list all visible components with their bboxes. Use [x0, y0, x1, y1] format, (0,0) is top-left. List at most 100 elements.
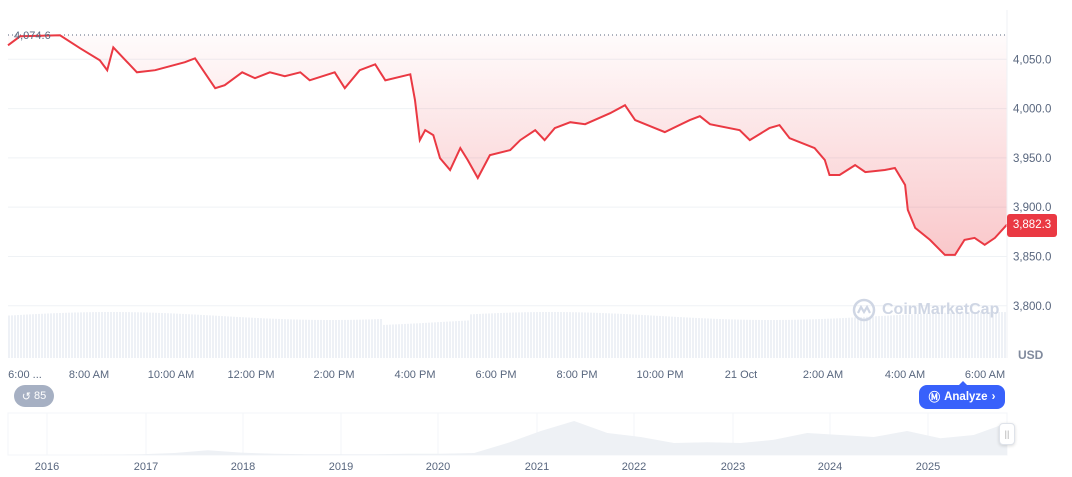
volume-bar	[365, 319, 367, 358]
volume-bar	[851, 317, 853, 358]
history-button[interactable]: ↺ 85	[14, 385, 54, 407]
volume-bar	[767, 319, 769, 358]
navigator-year-label: 2016	[35, 461, 59, 473]
volume-bar	[353, 319, 355, 358]
volume-bar	[515, 312, 517, 358]
volume-bar	[920, 313, 922, 358]
volume-bar	[131, 312, 133, 358]
volume-bar	[584, 312, 586, 358]
volume-bar	[326, 319, 328, 358]
volume-bar	[890, 315, 892, 358]
navigator-handle[interactable]: ||	[999, 423, 1015, 445]
volume-bar	[656, 315, 658, 358]
volume-bar	[992, 312, 994, 358]
volume-bar	[728, 319, 730, 358]
volume-bar	[332, 319, 334, 358]
volume-bar	[128, 312, 130, 358]
volume-bar	[809, 319, 811, 358]
y-tick-label: 4,000.0	[1013, 104, 1051, 116]
volume-bar	[527, 312, 529, 358]
volume-bar	[209, 315, 211, 358]
volume-bar	[701, 318, 703, 358]
volume-bar	[491, 313, 493, 358]
volume-bar	[185, 314, 187, 358]
volume-bar	[764, 319, 766, 358]
volume-bar	[59, 313, 61, 358]
volume-bar	[305, 319, 307, 358]
x-tick-label: 4:00 PM	[395, 369, 436, 381]
volume-bar	[641, 314, 643, 358]
volume-bar	[800, 319, 802, 358]
volume-bar	[155, 312, 157, 358]
volume-bar	[344, 319, 346, 358]
x-tick-label: 8:00 AM	[69, 369, 109, 381]
volume-bar	[923, 313, 925, 358]
volume-bar	[512, 312, 514, 358]
volume-bar	[14, 315, 16, 358]
volume-bar	[281, 319, 283, 358]
volume-bar	[989, 312, 991, 358]
volume-bar	[278, 318, 280, 358]
y-tick-label: 3,850.0	[1013, 251, 1051, 263]
volume-bar	[29, 314, 31, 358]
volume-bar	[680, 317, 682, 358]
volume-bar	[695, 317, 697, 358]
volume-bar	[68, 312, 70, 358]
volume-bar	[50, 313, 52, 358]
volume-bar	[758, 319, 760, 358]
volume-bar	[524, 312, 526, 358]
volume-bar	[389, 324, 391, 358]
volume-bar	[107, 312, 109, 358]
navigator[interactable]: 2016 2017 2018 2019 2020 2021 2022 2023 2024 2025	[7, 412, 1008, 473]
volume-bar	[836, 318, 838, 358]
volume-bar	[707, 318, 709, 358]
volume-bar	[632, 314, 634, 358]
y-tick-label: 3,950.0	[1013, 153, 1051, 165]
volume-bar	[482, 313, 484, 358]
y-tick-label: 3,800.0	[1013, 301, 1051, 313]
volume-bar	[899, 314, 901, 358]
volume-bar	[251, 317, 253, 358]
volume-bar	[323, 319, 325, 358]
volume-bar	[812, 319, 814, 358]
volume-bar	[974, 312, 976, 358]
volume-bar	[20, 314, 22, 358]
volume-bar	[863, 316, 865, 358]
volume-bar	[998, 312, 1000, 358]
volume-bar	[161, 313, 163, 358]
volume-bar	[665, 316, 667, 358]
volume-bar	[101, 312, 103, 358]
volume-bar	[626, 314, 628, 358]
volume-bar	[296, 319, 298, 358]
volume-bar	[908, 314, 910, 358]
x-tick-label: 8:00 PM	[557, 369, 598, 381]
volume-bar	[770, 319, 772, 358]
volume-bar	[56, 313, 58, 358]
volume-bar	[431, 322, 433, 358]
volume-bar	[371, 319, 373, 358]
volume-bar	[176, 313, 178, 358]
volume-bar	[38, 313, 40, 358]
volume-bar	[425, 322, 427, 358]
volume-bar	[968, 312, 970, 358]
volume-bar	[902, 314, 904, 358]
volume-bar	[716, 318, 718, 358]
volume-bar	[17, 315, 19, 358]
volume-bar	[239, 317, 241, 358]
price-area-fill	[8, 35, 1007, 255]
volume-bar	[35, 314, 37, 358]
volume-bar	[119, 312, 121, 358]
volume-bar	[458, 320, 460, 358]
volume-bar	[617, 313, 619, 358]
volume-bar	[911, 314, 913, 358]
volume-bar	[368, 319, 370, 358]
volume-bar	[302, 319, 304, 358]
volume-bar	[932, 313, 934, 358]
volume-bar	[722, 319, 724, 358]
volume-bar	[782, 319, 784, 358]
volume-bar	[959, 312, 961, 358]
volume-bar	[509, 312, 511, 358]
volume-bar	[878, 316, 880, 358]
analyze-button[interactable]: Ⓜ Analyze ›	[919, 381, 1005, 409]
